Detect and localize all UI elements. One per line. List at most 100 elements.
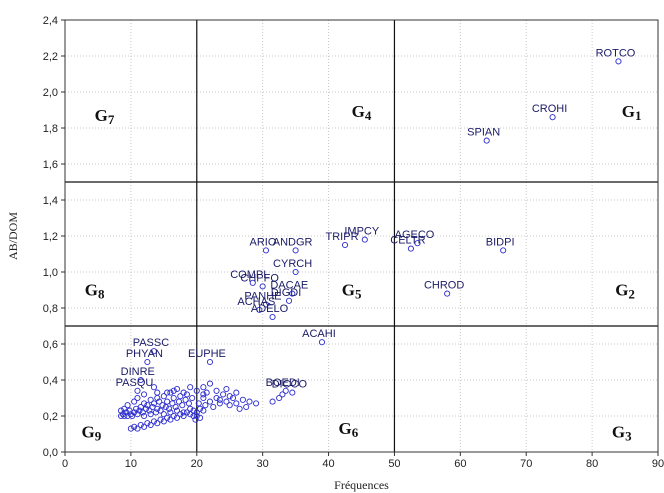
data-point [131,423,138,430]
data-point [246,398,253,405]
data-point [124,402,131,409]
data-point [177,411,184,418]
data-point [256,306,263,313]
data-point [233,389,240,396]
group-label: G8 [85,280,105,301]
data-point [262,247,270,254]
data-point [549,114,556,121]
point-label: TRIPR [326,231,359,243]
y-tick-label: 2,2 [43,51,58,63]
data-point [185,400,192,407]
data-point [175,398,183,405]
data-point [203,389,210,396]
data-point [193,387,200,394]
data-point [226,393,233,400]
data-point [236,405,243,412]
data-point [279,391,286,398]
point-label: CHROD [424,280,464,292]
y-tick-label: 0,2 [43,411,58,423]
data-point [166,405,173,412]
data-point [180,409,187,416]
data-point [131,398,138,405]
x-tick-label: 30 [257,458,269,470]
data-point [160,411,167,418]
data-point [615,58,622,65]
y-tick-label: 2,4 [43,15,58,27]
data-point [177,393,184,400]
y-axis-label: AB/DOM [6,212,20,260]
y-tick-label: 1,6 [43,159,58,171]
data-point [173,385,181,393]
data-point [262,301,270,308]
data-point [144,420,151,427]
point-label: ROTCO [596,47,636,59]
data-point [223,398,230,405]
group-label: G4 [352,102,372,123]
data-point [269,313,276,321]
x-tick-label: 0 [62,458,68,470]
y-tick-label: 1,2 [43,231,58,243]
data-point [239,396,246,403]
data-point [223,385,230,393]
data-point [444,290,451,297]
data-point [259,283,266,290]
data-point [216,400,223,407]
data-point [200,384,207,391]
data-point [134,387,141,394]
point-label: EUPHE [188,348,226,360]
data-point [121,405,128,412]
y-axis-ticks: 0,0 0,2 0,4 0,6 0,8 1,0 1,2 1,4 1,6 1,8 2,0 2,2 2,4 [43,15,65,459]
data-point [216,396,223,403]
data-point [179,402,186,409]
data-point [226,402,233,409]
point-label: CROHI [532,103,567,115]
data-point [127,411,134,418]
data-point [206,358,214,366]
x-tick-label: 40 [322,458,334,470]
data-point [121,412,128,420]
data-point [170,394,177,402]
data-point [243,403,250,411]
data-point [233,400,240,407]
group-labels: G7 G4 G1 G8 G5 G2 G9 G6 G3 [81,102,641,443]
data-point [170,387,177,394]
data-point [190,407,197,414]
data-point [197,414,204,421]
data-point [289,389,296,396]
point-label: DIGDI [271,287,302,299]
data-point [183,391,190,398]
y-tick-label: 0,0 [43,447,58,459]
point-label: PASQU [116,377,154,389]
point-label: COMPL [230,269,269,281]
data-point [195,400,202,407]
group-label: G5 [342,280,362,301]
data-point [144,402,151,409]
data-point [229,394,237,402]
point-label: CHPFO [240,272,279,284]
x-tick-label: 60 [454,458,466,470]
data-point [193,409,200,416]
data-point [414,240,421,247]
data-point [154,389,161,396]
data-point [172,403,179,411]
data-point [206,398,214,405]
data-point [142,405,150,412]
y-tick-label: 1,4 [43,195,58,207]
data-point [164,389,171,396]
x-tick-label: 70 [520,458,532,470]
data-point [157,407,164,414]
data-point [127,425,134,432]
data-point [137,403,144,411]
point-label: PHYAN [126,348,163,360]
data-point [206,380,214,387]
data-point [318,339,326,346]
group-divider-lines [65,20,658,452]
data-point [137,376,144,384]
data-point [200,391,207,398]
point-label: PANHE [244,290,281,302]
data-point [167,409,174,416]
data-point [150,348,157,355]
data-point [173,407,181,414]
data-point [141,400,148,407]
data-point [159,402,166,409]
